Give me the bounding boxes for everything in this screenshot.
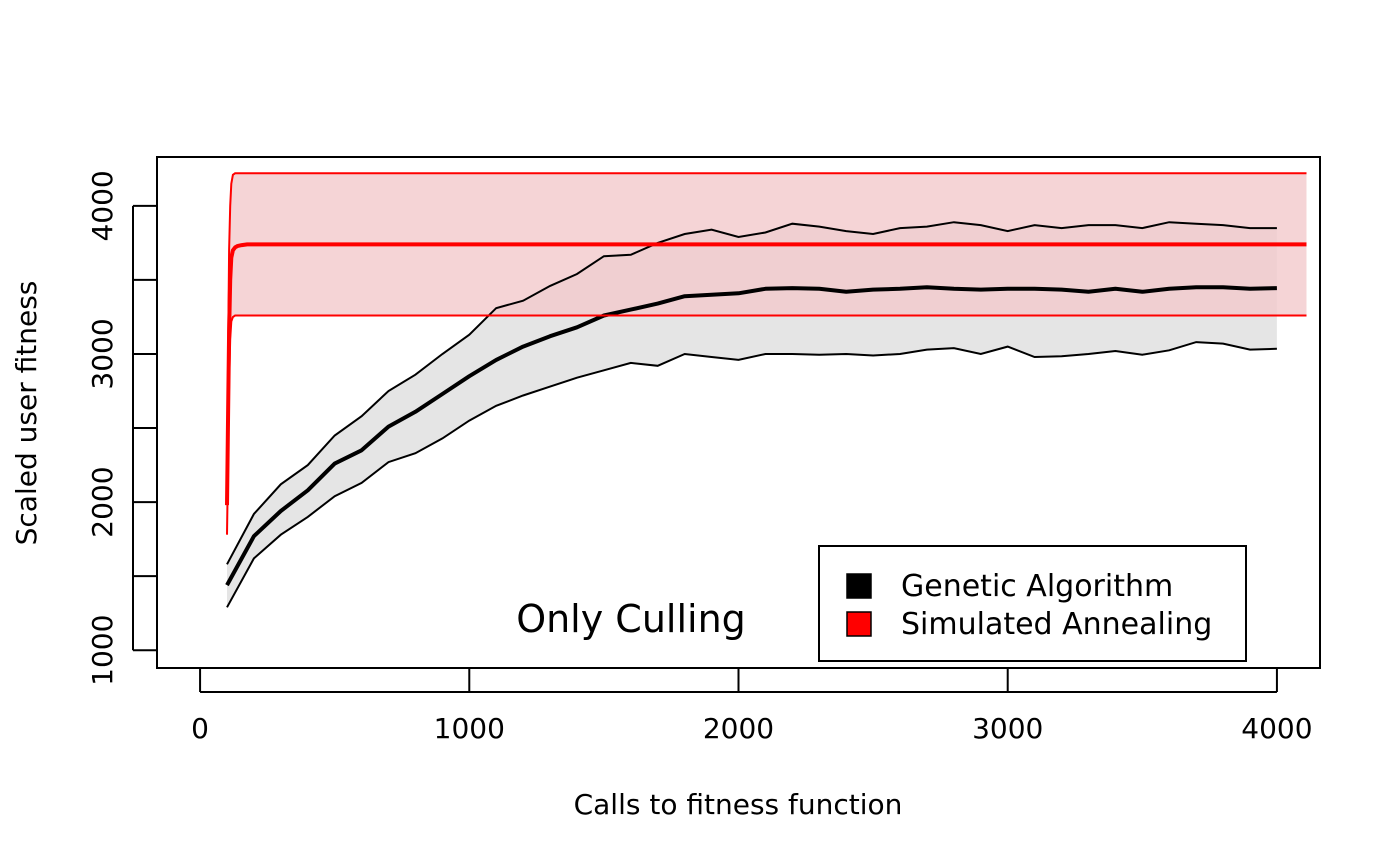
genetic-algorithm-upper-line	[226, 221, 1277, 565]
legend-swatch-genetic-algorithm	[846, 573, 872, 599]
x-tick-label: 3000	[972, 712, 1043, 745]
x-tick-label: 4000	[1241, 712, 1312, 745]
x-tick-label: 1000	[434, 712, 505, 745]
y-tick-label: 2000	[86, 466, 119, 537]
x-axis-label: Calls to fitness function	[574, 788, 903, 821]
simulated-annealing-band	[227, 173, 1307, 535]
x-tick-label: 0	[191, 712, 209, 745]
legend-label-genetic-algorithm: Genetic Algorithm	[901, 569, 1173, 604]
x-tick-label: 2000	[703, 712, 774, 745]
legend-box	[818, 545, 1247, 662]
y-tick-label: 4000	[86, 170, 119, 241]
simulated-annealing-upper-line	[226, 172, 1307, 503]
y-tick-label: 1000	[86, 615, 119, 686]
series-lines	[225, 172, 1307, 608]
confidence-bands	[227, 173, 1307, 608]
genetic-algorithm-lower-line	[226, 341, 1277, 608]
y-axis: 1000 2000 3000 4000	[86, 170, 156, 686]
plot-frame	[156, 156, 1321, 669]
y-tick-label: 3000	[86, 318, 119, 389]
only-culling-annotation: Only Culling	[516, 597, 746, 641]
y-axis-label: Scaled user fitness	[10, 281, 43, 546]
genetic-algorithm-mean-line	[225, 285, 1277, 587]
legend-swatch-simulated-annealing	[846, 611, 872, 637]
legend: Genetic Algorithm Simulated Annealing	[818, 545, 1247, 662]
genetic-algorithm-band	[227, 222, 1277, 608]
simulated-annealing-mean-line	[225, 242, 1307, 506]
legend-label-simulated-annealing: Simulated Annealing	[901, 607, 1212, 642]
x-axis: 0 1000 2000 3000 4000	[191, 669, 1313, 745]
